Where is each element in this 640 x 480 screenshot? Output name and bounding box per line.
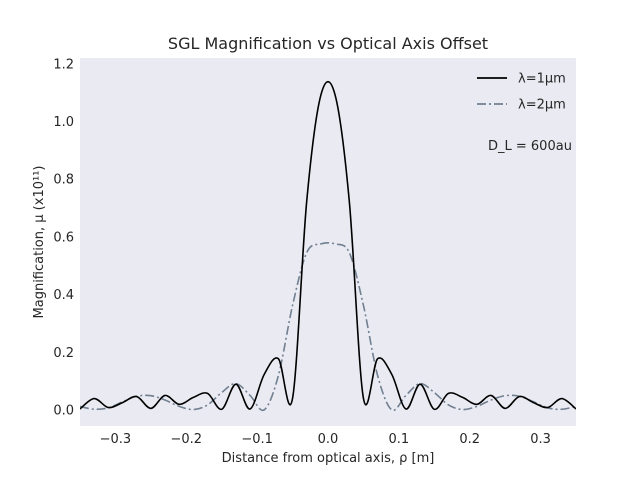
- legend: λ=1μm λ=2μm: [477, 72, 566, 113]
- legend-label: λ=1μm: [518, 72, 566, 87]
- x-tick-label: −0.1: [241, 432, 273, 447]
- y-tick-label: 0.0: [53, 404, 74, 419]
- x-tick-label: 0.3: [530, 432, 551, 447]
- y-tick-label: 0.2: [53, 346, 74, 361]
- chart-title: SGL Magnification vs Optical Axis Offset: [168, 34, 488, 53]
- series-line-2: [80, 241, 576, 412]
- y-axis-label: Magnification, μ (x10¹¹): [32, 166, 47, 319]
- y-axis: 0.0 0.2 0.4 0.6 0.8 1.0 1.2: [53, 57, 74, 418]
- x-tick-label: −0.3: [100, 432, 132, 447]
- x-axis: −0.3 −0.2 −0.1 0.0 0.1 0.2 0.3: [100, 432, 551, 447]
- x-tick-label: 0.0: [318, 432, 339, 447]
- x-tick-label: 0.1: [389, 432, 410, 447]
- y-tick-label: 0.4: [53, 288, 74, 303]
- y-tick-label: 0.8: [53, 173, 74, 188]
- legend-label: λ=2μm: [518, 98, 566, 113]
- series-line-1: [80, 80, 576, 411]
- y-tick-label: 1.0: [53, 115, 74, 130]
- x-axis-label: Distance from optical axis, ρ [m]: [222, 451, 435, 466]
- y-tick-label: 1.2: [53, 57, 74, 72]
- x-tick-label: 0.2: [459, 432, 480, 447]
- annotation-distance: D_L = 600au: [488, 139, 572, 154]
- x-tick-label: −0.2: [170, 432, 202, 447]
- y-tick-label: 0.6: [53, 230, 74, 245]
